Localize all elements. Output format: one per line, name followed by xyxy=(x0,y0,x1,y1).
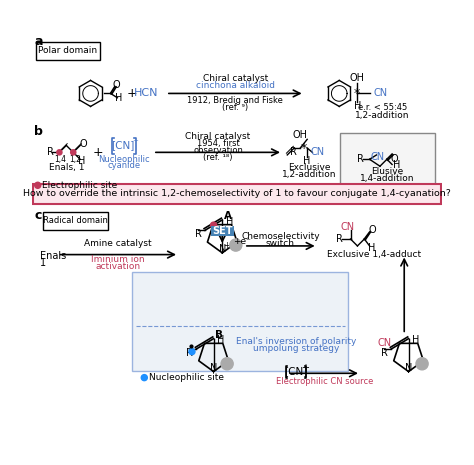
Text: switch: switch xyxy=(266,239,295,248)
Text: Elusive: Elusive xyxy=(371,167,403,176)
Text: H: H xyxy=(393,160,401,170)
Text: Chiral catalyst: Chiral catalyst xyxy=(203,74,268,83)
Text: O: O xyxy=(391,154,398,164)
Text: Enals: Enals xyxy=(40,251,66,261)
Text: R: R xyxy=(47,147,54,157)
Text: +: + xyxy=(92,146,103,159)
Text: cinchona alkaloid: cinchona alkaloid xyxy=(196,81,275,90)
Text: H: H xyxy=(354,101,361,112)
Text: 1,2-addition: 1,2-addition xyxy=(282,170,336,179)
Text: H: H xyxy=(78,156,86,166)
FancyBboxPatch shape xyxy=(132,272,348,371)
Text: +e⁻: +e⁻ xyxy=(233,237,251,246)
Text: Enal's inversion of polarity: Enal's inversion of polarity xyxy=(236,337,356,346)
Text: a: a xyxy=(34,35,43,48)
Text: H: H xyxy=(368,243,375,252)
Text: H: H xyxy=(412,335,419,345)
FancyBboxPatch shape xyxy=(33,184,441,204)
Text: O: O xyxy=(80,139,87,149)
Text: (ref. ⁹): (ref. ⁹) xyxy=(222,103,248,112)
Text: A: A xyxy=(224,212,232,221)
Text: CN: CN xyxy=(371,152,384,162)
Text: N: N xyxy=(405,363,412,373)
Text: CN: CN xyxy=(377,338,391,348)
Text: e.r. < 55:45: e.r. < 55:45 xyxy=(358,103,407,112)
Text: Electrophilic site: Electrophilic site xyxy=(42,181,117,190)
Text: R: R xyxy=(194,229,201,239)
Text: R: R xyxy=(381,347,388,358)
Text: Nucleophilic site: Nucleophilic site xyxy=(149,373,225,382)
FancyBboxPatch shape xyxy=(211,226,234,236)
Text: HCN: HCN xyxy=(134,88,158,99)
Text: OH: OH xyxy=(293,130,308,140)
Text: observation: observation xyxy=(193,146,243,155)
Text: O: O xyxy=(368,226,376,235)
Text: H: H xyxy=(303,156,311,166)
Text: Exclusive 1,4-adduct: Exclusive 1,4-adduct xyxy=(327,250,421,259)
Text: R: R xyxy=(186,347,193,358)
Text: activation: activation xyxy=(96,262,141,271)
Text: B: B xyxy=(215,330,223,340)
Text: Nucleophilic: Nucleophilic xyxy=(99,155,150,164)
Text: (ref. ¹⁸): (ref. ¹⁸) xyxy=(203,153,233,162)
Circle shape xyxy=(141,375,147,381)
Text: 1,2: 1,2 xyxy=(69,155,81,164)
Text: R: R xyxy=(336,234,343,244)
Text: CN: CN xyxy=(373,88,387,99)
Text: R: R xyxy=(357,154,365,164)
Circle shape xyxy=(71,150,76,155)
Text: +: + xyxy=(301,363,309,373)
Text: [CN]: [CN] xyxy=(284,366,308,377)
Circle shape xyxy=(221,358,233,370)
Circle shape xyxy=(189,349,195,355)
Text: Iminium ion: Iminium ion xyxy=(91,255,145,264)
Text: [CN]: [CN] xyxy=(111,140,134,150)
Text: N: N xyxy=(219,245,226,254)
Text: Exclusive: Exclusive xyxy=(288,164,330,173)
Text: 1,4: 1,4 xyxy=(54,155,66,164)
Text: Enals, 1: Enals, 1 xyxy=(48,164,84,173)
Text: ⁻: ⁻ xyxy=(133,139,138,149)
Text: CN: CN xyxy=(310,147,325,157)
Text: 1: 1 xyxy=(40,258,46,268)
Text: H: H xyxy=(226,217,233,226)
Text: +: + xyxy=(223,241,230,251)
Text: Amine catalyst: Amine catalyst xyxy=(84,239,152,248)
Circle shape xyxy=(230,239,242,251)
Text: 1,4-addition: 1,4-addition xyxy=(360,174,414,183)
Circle shape xyxy=(210,222,217,228)
Text: umpolung strategy: umpolung strategy xyxy=(253,344,339,352)
FancyBboxPatch shape xyxy=(340,133,435,185)
Text: H: H xyxy=(116,93,123,103)
Text: cyanide: cyanide xyxy=(108,161,141,170)
Text: H: H xyxy=(217,335,224,345)
FancyBboxPatch shape xyxy=(43,212,109,230)
Text: b: b xyxy=(34,125,43,138)
Text: *: * xyxy=(354,87,360,100)
Text: 1912, Bredig and Fiske: 1912, Bredig and Fiske xyxy=(187,96,283,105)
Text: 1954, first: 1954, first xyxy=(197,139,239,148)
Circle shape xyxy=(57,150,62,155)
Text: *: * xyxy=(301,141,307,154)
Text: CN: CN xyxy=(341,222,355,232)
Circle shape xyxy=(416,358,428,370)
Text: R: R xyxy=(290,147,297,157)
Text: Chiral catalyst: Chiral catalyst xyxy=(185,132,251,141)
FancyBboxPatch shape xyxy=(36,42,100,60)
Circle shape xyxy=(35,182,41,188)
Text: O: O xyxy=(113,80,120,90)
Text: OH: OH xyxy=(350,73,365,83)
Text: +: + xyxy=(127,87,137,100)
Text: N: N xyxy=(210,363,217,373)
Text: SET: SET xyxy=(212,226,233,236)
Text: How to override the intrinsic 1,2-chemoselectivity of 1 to favour conjugate 1,4-: How to override the intrinsic 1,2-chemos… xyxy=(23,189,451,199)
Text: Chemoselectivity: Chemoselectivity xyxy=(241,232,319,241)
Text: Electrophilic CN source: Electrophilic CN source xyxy=(276,378,373,386)
Text: c: c xyxy=(34,209,42,222)
Text: Radical domain: Radical domain xyxy=(44,216,108,226)
Text: Polar domain: Polar domain xyxy=(38,46,98,55)
Text: 1,2-addition: 1,2-addition xyxy=(356,111,410,120)
